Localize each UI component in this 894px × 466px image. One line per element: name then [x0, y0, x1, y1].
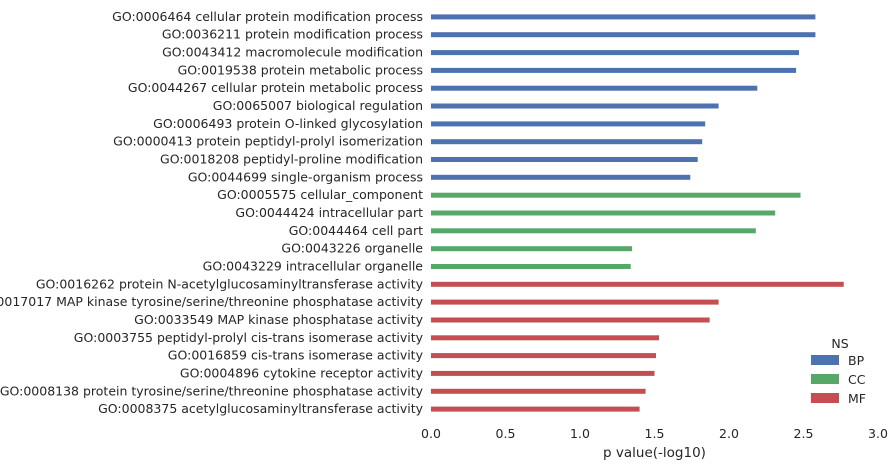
- x-tick-label: 0.5: [496, 426, 516, 441]
- x-axis: 0.0 0.5 1.0 1.5 2.0 2.5 3.0 p value(-log10): [421, 426, 888, 461]
- bar: [431, 210, 776, 216]
- bar: [431, 67, 797, 73]
- y-tick-label: GO:0036211 protein modification process: [162, 27, 423, 42]
- legend-swatch-mf: [811, 393, 839, 403]
- bar: [431, 14, 816, 20]
- legend-title: NS: [831, 336, 848, 351]
- y-tick-label: GO:0043226 organelle: [281, 241, 423, 256]
- x-tick-label: 2.0: [719, 426, 739, 441]
- y-tick-label: GO:0017017 MAP kinase tyrosine/serine/th…: [0, 294, 424, 309]
- legend-swatch-bp: [811, 355, 839, 365]
- y-tick-label: GO:0065007 biological regulation: [213, 98, 423, 113]
- bar: [431, 246, 633, 252]
- bar: [431, 121, 706, 127]
- x-tick-label: 1.5: [645, 426, 665, 441]
- y-tick-label: GO:0044424 intracellular part: [235, 205, 423, 220]
- y-tick-label: GO:0016859 cis-trans isomerase activity: [168, 348, 424, 363]
- y-tick-label: GO:0003755 peptidyl-prolyl cis-trans iso…: [74, 330, 424, 345]
- bar: [431, 103, 719, 109]
- bar: [431, 299, 719, 305]
- bar: [431, 192, 801, 198]
- y-tick-label: GO:0008138 protein tyrosine/serine/threo…: [0, 383, 424, 398]
- y-tick-label: GO:0000413 protein peptidyl-prolyl isome…: [113, 134, 423, 149]
- y-tick-label: GO:0044267 cellular protein metabolic pr…: [128, 80, 423, 95]
- x-tick-label: 3.0: [868, 426, 888, 441]
- y-tick-label: GO:0008375 acetylglucosaminyltransferase…: [98, 401, 423, 416]
- legend-label-cc: CC: [848, 372, 866, 387]
- legend-entries: BP CC MF: [811, 353, 866, 406]
- legend-swatch-cc: [811, 374, 839, 384]
- y-tick-label: GO:0019538 protein metabolic process: [178, 62, 423, 77]
- bar: [431, 281, 844, 287]
- y-tick-label: GO:0033549 MAP kinase phosphatase activi…: [134, 312, 423, 327]
- x-tick-label: 2.5: [794, 426, 814, 441]
- x-tick-label: 0.0: [421, 426, 441, 441]
- y-tick-label: GO:0006493 protein O-linked glycosylatio…: [153, 116, 423, 131]
- bar: [431, 353, 656, 359]
- legend-label-bp: BP: [848, 353, 865, 368]
- bar: [431, 157, 698, 162]
- x-axis-title: p value(-log10): [603, 445, 706, 461]
- plot-area: [431, 14, 844, 412]
- bar: [431, 228, 756, 234]
- bar: [431, 85, 758, 91]
- y-tick-label: GO:0006464 cellular protein modification…: [112, 9, 423, 24]
- y-tick-label: GO:0018208 peptidyl-proline modification: [160, 152, 423, 167]
- y-tick-label: GO:0004896 cytokine receptor activity: [180, 365, 424, 380]
- y-tick-label: GO:0043412 macromolecule modification: [162, 45, 423, 60]
- bar: [431, 139, 703, 145]
- y-tick-label: GO:0016262 protein N-acetylglucosaminylt…: [36, 276, 424, 291]
- bar: [431, 264, 631, 269]
- x-tick-label: 1.0: [570, 426, 590, 441]
- bar: [431, 32, 816, 38]
- bar: [431, 317, 710, 323]
- y-axis-labels: GO:0006464 cellular protein modification…: [0, 9, 424, 416]
- x-axis-ticks: 0.0 0.5 1.0 1.5 2.0 2.5 3.0: [421, 426, 888, 441]
- bar: [431, 406, 640, 412]
- bar: [431, 50, 799, 56]
- bar: [431, 370, 655, 376]
- y-tick-label: GO:0044699 single-organism process: [188, 169, 423, 184]
- bar: [431, 388, 646, 394]
- y-tick-label: GO:0005575 cellular_component: [217, 187, 423, 202]
- legend: NS BP CC MF: [811, 336, 866, 406]
- bar: [431, 335, 659, 341]
- y-tick-label: GO:0043229 intracellular organelle: [203, 259, 424, 274]
- bar: [431, 174, 691, 180]
- y-tick-label: GO:0044464 cell part: [289, 223, 423, 238]
- legend-label-mf: MF: [848, 391, 866, 406]
